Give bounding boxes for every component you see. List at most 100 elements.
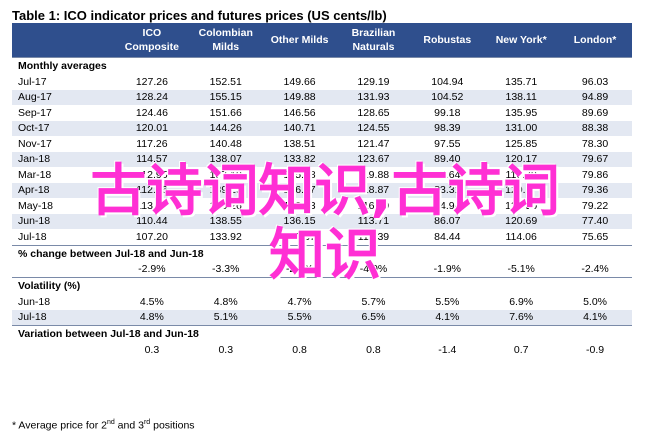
table-cell: 121.47 bbox=[357, 137, 390, 150]
table-cell: 7.6% bbox=[484, 309, 559, 326]
section-header-row: Variation between Jul-18 and Jun-18 bbox=[12, 325, 632, 342]
table-row: Sep-17 124.46 151.66 146.56 128.65 99.18 135.9… bbox=[12, 105, 632, 121]
table-cell: -0.9 bbox=[586, 343, 605, 356]
section-label: Volatility (%) bbox=[12, 277, 632, 294]
table-cell: 4.1% bbox=[558, 309, 632, 326]
table-cell: 94.89 bbox=[558, 89, 632, 105]
table-row: Aug-17 128.24 155.15 149.88 131.93 104.52 138.… bbox=[12, 89, 632, 105]
table-row: Nov-17 117.26 140.48 138.51 121.47 97.55 125.8… bbox=[12, 136, 632, 152]
table-cell: 0.8 bbox=[366, 343, 381, 356]
table-cell: 5.0% bbox=[583, 295, 608, 308]
row-label: Jul-18 bbox=[18, 230, 47, 243]
table-cell: 140.48 bbox=[209, 137, 242, 150]
table-row: -2.9% -3.3% -2.6% -4.0% -1.9% -5.1% -2.4% bbox=[12, 262, 632, 278]
table-row: Jun-18 4.5% 4.8% 4.7% 5.7% 5.5% 6.9% 5.0% bbox=[12, 294, 632, 310]
table-cell: 5.5% bbox=[435, 295, 460, 308]
table-cell: 116.89 bbox=[357, 199, 390, 212]
table-cell: 131.93 bbox=[336, 89, 411, 105]
table-cell: 155.15 bbox=[188, 89, 263, 105]
column-header: Other Milds bbox=[262, 23, 337, 58]
table-cell: -2.4% bbox=[581, 263, 609, 276]
row-label: Apr-18 bbox=[12, 182, 115, 198]
row-label bbox=[12, 342, 115, 358]
table-cell: 113.71 bbox=[336, 213, 411, 229]
table-cell: 144.26 bbox=[188, 120, 263, 136]
table-cell: 79.86 bbox=[581, 168, 609, 181]
table-cell: 151.66 bbox=[209, 106, 242, 119]
section-header-row: % change between Jul-18 and Jun-18 bbox=[12, 244, 632, 262]
table-cell: 152.51 bbox=[209, 75, 242, 88]
table-cell: 122.50 bbox=[505, 199, 538, 212]
table-cell: 140.71 bbox=[262, 120, 337, 136]
table-cell: 79.22 bbox=[581, 199, 609, 212]
section-label: % change between Jul-18 and Jun-18 bbox=[12, 244, 632, 262]
table-cell: 75.65 bbox=[581, 230, 609, 243]
table-cell: 97.55 bbox=[434, 137, 461, 150]
table-cell: 110.44 bbox=[114, 213, 189, 229]
table-cell: 86.07 bbox=[410, 213, 485, 229]
section-header-row: Volatility (%) bbox=[12, 277, 632, 294]
table-cell: 112.56 bbox=[114, 182, 189, 198]
table-cell: -3.3% bbox=[212, 263, 240, 276]
table-cell: 4.8% bbox=[213, 295, 238, 308]
row-label: Aug-17 bbox=[12, 89, 115, 105]
table-cell: 86.64 bbox=[434, 168, 461, 181]
table-cell: 138.11 bbox=[484, 89, 559, 105]
table-cell: -2.9% bbox=[138, 263, 166, 276]
table-cell: 113.34 bbox=[136, 199, 168, 212]
row-label: Jul-18 bbox=[12, 309, 115, 326]
row-label: Sep-17 bbox=[18, 106, 52, 119]
table-cell: 138.07 bbox=[188, 151, 263, 167]
table-cell: 130.37 bbox=[283, 230, 316, 243]
table-cell: 104.52 bbox=[410, 89, 485, 105]
table-cell: 136.15 bbox=[262, 213, 337, 229]
table-cell: -4.0% bbox=[359, 263, 388, 276]
row-label: May-18 bbox=[18, 199, 54, 212]
table-cell: 136.67 bbox=[262, 182, 337, 198]
table-row: May-18 113.34 140.26 138.33 116.89 84.94 122.5… bbox=[12, 198, 632, 214]
table-cell: 114.57 bbox=[114, 151, 189, 167]
table-cell: 4.1% bbox=[410, 309, 485, 326]
table-cell: -2.6% bbox=[285, 263, 314, 276]
table-cell: 137.10 bbox=[209, 168, 242, 181]
table-cell: 138.55 bbox=[188, 213, 263, 229]
table-cell: 124.55 bbox=[336, 120, 411, 136]
table-row: Jul-18 4.8% 5.1% 5.5% 6.5% 4.1% 7.6% 4.1% bbox=[12, 309, 632, 326]
column-header: Brazilian Naturals bbox=[336, 23, 411, 58]
table-cell: 84.44 bbox=[434, 230, 461, 243]
column-header: Robustas bbox=[410, 23, 485, 58]
table-cell: 135.95 bbox=[505, 106, 538, 119]
table-cell: 146.56 bbox=[283, 106, 316, 119]
table-cell: 139.29 bbox=[188, 182, 263, 198]
table-row: Jan-18 114.57 138.07 133.82 123.67 89.40 120.1… bbox=[12, 151, 632, 167]
footnote: * Average price for 2nd and 3rd position… bbox=[12, 419, 195, 432]
table-cell: 133.92 bbox=[209, 230, 242, 243]
table-cell: 138.51 bbox=[283, 137, 316, 150]
table-row: 0.3 0.3 0.8 0.8 -1.4 0.7 -0.9 bbox=[12, 342, 632, 358]
table-cell: -1.9% bbox=[433, 263, 462, 276]
table-cell: -1.4 bbox=[438, 343, 457, 356]
table-cell: 0.3 bbox=[218, 343, 234, 356]
table-cell: 77.40 bbox=[558, 213, 632, 229]
table-cell: 124.46 bbox=[135, 106, 168, 119]
table-cell: 79.67 bbox=[558, 151, 632, 167]
table-cell: 138.33 bbox=[283, 199, 316, 212]
table-cell: 5.5% bbox=[262, 309, 337, 326]
table-cell: 127.26 bbox=[135, 75, 168, 88]
table-cell: 140.26 bbox=[209, 199, 242, 212]
table-cell: 116.79 bbox=[505, 168, 537, 181]
table-cell: 117.26 bbox=[136, 137, 168, 150]
table-cell: 89.69 bbox=[581, 106, 609, 119]
table-cell: 133.82 bbox=[262, 151, 337, 167]
table-title: Table 1: ICO indicator prices and future… bbox=[12, 8, 387, 23]
footnote-sup-rd: rd bbox=[143, 419, 151, 426]
table-cell: 135.38 bbox=[283, 168, 316, 181]
table-cell: 120.17 bbox=[484, 182, 559, 198]
table-cell: 78.30 bbox=[581, 137, 609, 150]
table-cell: 120.69 bbox=[484, 213, 559, 229]
column-header: London* bbox=[558, 23, 632, 58]
table-cell: 123.67 bbox=[336, 151, 411, 167]
table-cell: 5.1% bbox=[188, 309, 263, 326]
table-cell: 84.94 bbox=[434, 199, 461, 212]
table-cell: 114.06 bbox=[505, 230, 537, 243]
